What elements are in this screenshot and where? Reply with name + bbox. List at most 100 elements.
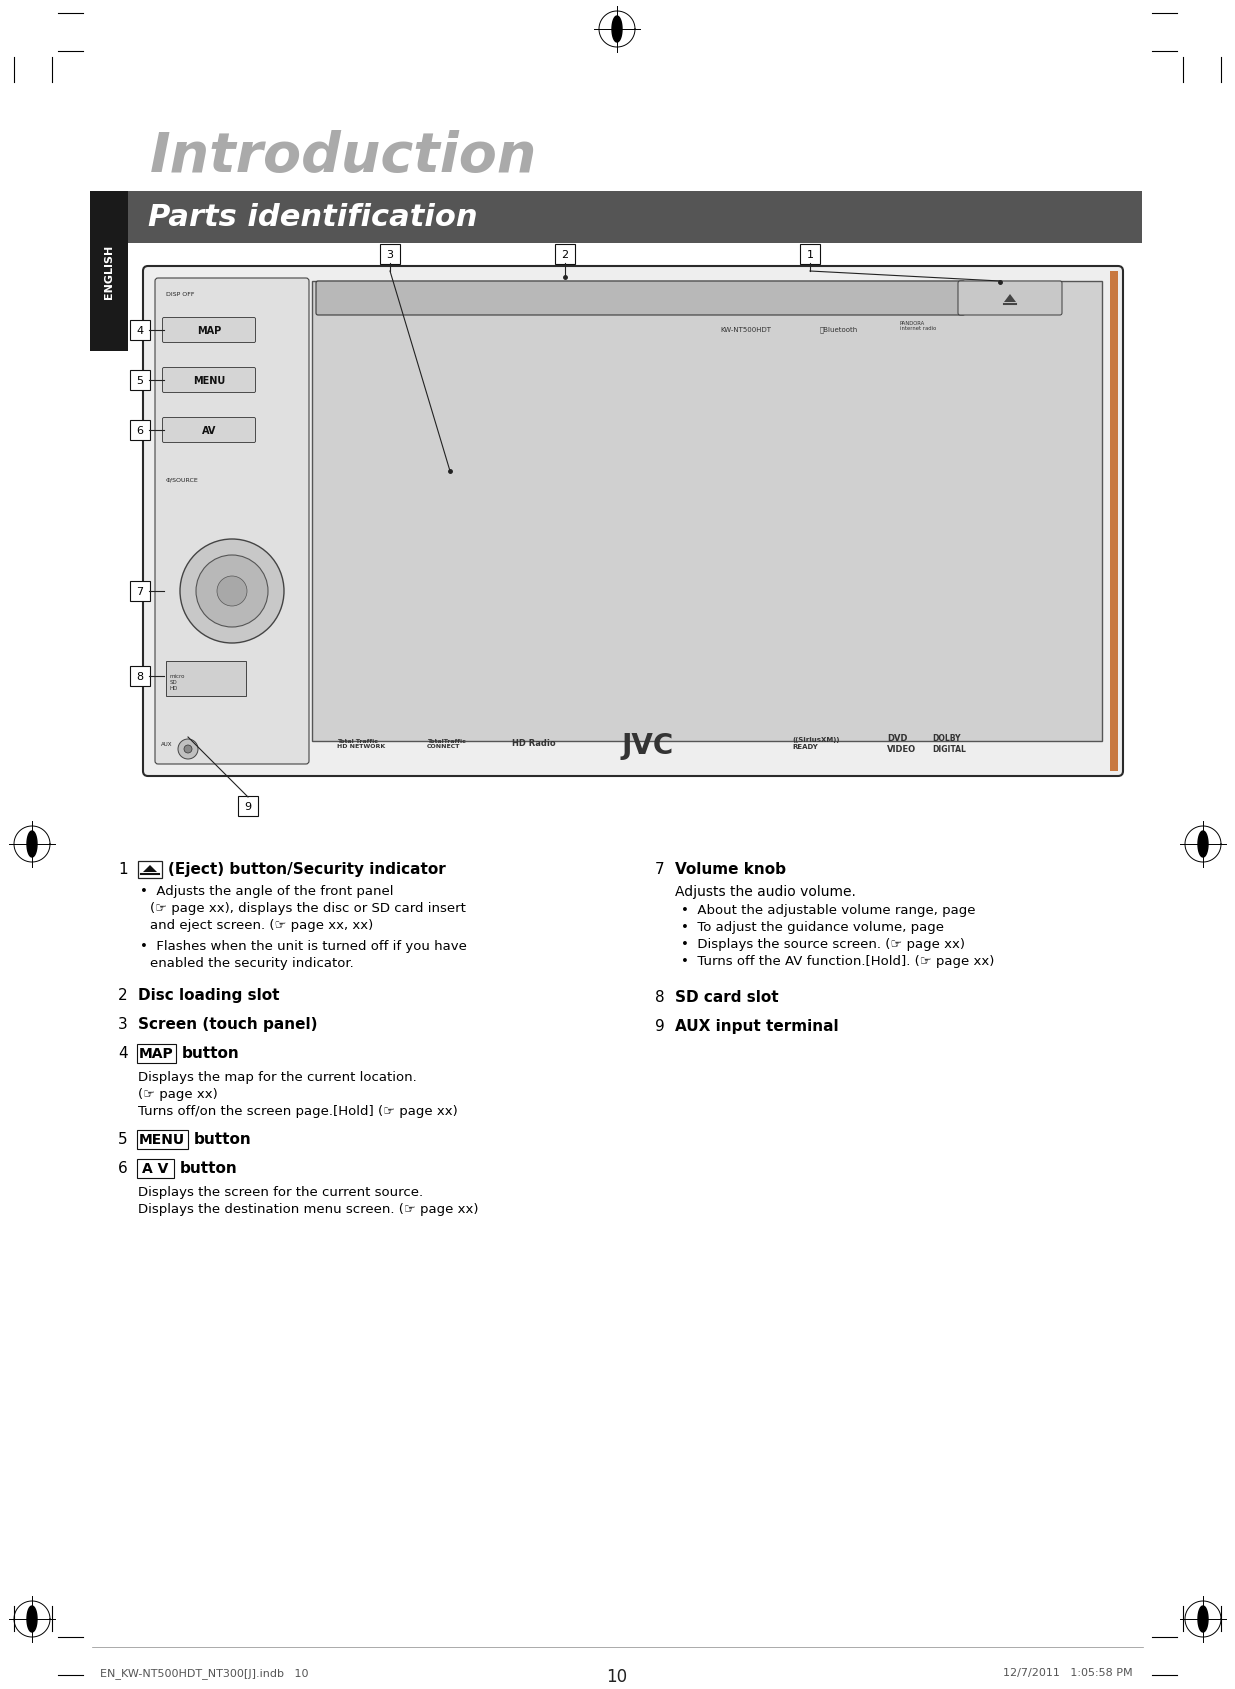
Text: Displays the screen for the current source.: Displays the screen for the current sour… [138, 1186, 424, 1198]
Polygon shape [27, 831, 37, 858]
Text: EN_KW-NT500HDT_NT300[J].indb   10: EN_KW-NT500HDT_NT300[J].indb 10 [100, 1667, 309, 1677]
Text: PANDORA
internet radio: PANDORA internet radio [900, 321, 936, 331]
FancyBboxPatch shape [163, 368, 256, 394]
Text: AUX input terminal: AUX input terminal [676, 1018, 839, 1034]
Polygon shape [613, 17, 622, 42]
Circle shape [217, 576, 247, 606]
Text: Disc loading slot: Disc loading slot [138, 988, 279, 1002]
Text: DOLBY
DIGITAL: DOLBY DIGITAL [932, 733, 966, 753]
Text: Volume knob: Volume knob [676, 861, 785, 877]
Bar [138, 861, 162, 878]
Text: 6: 6 [119, 1160, 127, 1176]
Text: JVC: JVC [622, 731, 674, 760]
FancyBboxPatch shape [156, 279, 309, 765]
FancyBboxPatch shape [143, 267, 1123, 777]
Bar [165, 662, 246, 696]
FancyBboxPatch shape [380, 245, 400, 265]
Text: MENU: MENU [193, 375, 225, 385]
Text: •  Displays the source screen. (☞ page xx): • Displays the source screen. (☞ page xx… [680, 937, 965, 951]
Text: 9: 9 [655, 1018, 664, 1034]
FancyBboxPatch shape [316, 282, 965, 316]
Bar [90, 193, 128, 351]
Text: 7: 7 [655, 861, 664, 877]
Polygon shape [1004, 296, 1016, 302]
Bar [128, 193, 1142, 243]
Text: button: button [182, 1045, 240, 1061]
Text: TotalTraffic
CONNECT: TotalTraffic CONNECT [427, 738, 466, 748]
FancyBboxPatch shape [238, 797, 258, 816]
Text: MENU: MENU [138, 1132, 185, 1147]
Text: DVD
VIDEO: DVD VIDEO [887, 733, 916, 753]
FancyBboxPatch shape [137, 1044, 175, 1062]
FancyBboxPatch shape [130, 581, 149, 601]
FancyBboxPatch shape [163, 318, 256, 343]
Text: 1: 1 [806, 250, 814, 260]
Text: Total Traffic
HD NETWORK: Total Traffic HD NETWORK [337, 738, 385, 748]
Text: 3: 3 [119, 1017, 127, 1032]
Text: 6: 6 [137, 426, 143, 436]
Text: ENGLISH: ENGLISH [104, 245, 114, 299]
Polygon shape [1198, 831, 1208, 858]
FancyBboxPatch shape [555, 245, 576, 265]
Text: 4: 4 [136, 326, 143, 336]
Text: •  To adjust the guidance volume, page: • To adjust the guidance volume, page [680, 921, 944, 934]
Text: Parts identification: Parts identification [148, 203, 478, 233]
Text: 1: 1 [119, 861, 127, 877]
Circle shape [180, 540, 284, 644]
Text: (☞ page xx), displays the disc or SD card insert: (☞ page xx), displays the disc or SD car… [149, 902, 466, 914]
Text: •  Adjusts the angle of the front panel: • Adjusts the angle of the front panel [140, 885, 394, 897]
FancyBboxPatch shape [137, 1159, 173, 1177]
Text: 8: 8 [136, 672, 143, 682]
Text: Displays the destination menu screen. (☞ page xx): Displays the destination menu screen. (☞… [138, 1203, 478, 1216]
Text: 9: 9 [245, 802, 252, 811]
Text: •  Turns off the AV function.[Hold]. (☞ page xx): • Turns off the AV function.[Hold]. (☞ p… [680, 954, 994, 968]
Text: AV: AV [201, 426, 216, 436]
Circle shape [196, 556, 268, 628]
Text: 10: 10 [606, 1667, 627, 1686]
Text: 4: 4 [119, 1045, 127, 1061]
FancyBboxPatch shape [800, 245, 820, 265]
Text: micro
SD
HD: micro SD HD [170, 674, 185, 691]
Text: 12/7/2011   1:05:58 PM: 12/7/2011 1:05:58 PM [1003, 1667, 1132, 1677]
Text: Screen (touch panel): Screen (touch panel) [138, 1017, 317, 1032]
Polygon shape [1198, 1606, 1208, 1632]
Text: (☞ page xx): (☞ page xx) [138, 1088, 217, 1100]
Text: SD card slot: SD card slot [676, 990, 778, 1005]
Polygon shape [27, 1606, 37, 1632]
FancyBboxPatch shape [130, 667, 149, 687]
Text: 2: 2 [119, 988, 127, 1002]
Text: ((SiriusXM))
READY: ((SiriusXM)) READY [792, 736, 840, 750]
FancyBboxPatch shape [958, 282, 1062, 316]
Text: DISP OFF: DISP OFF [165, 292, 194, 297]
Text: Φ/SOURCE: Φ/SOURCE [165, 476, 199, 481]
Text: MAP: MAP [196, 326, 221, 336]
Text: button: button [180, 1160, 238, 1176]
Text: 7: 7 [136, 586, 143, 596]
FancyBboxPatch shape [130, 421, 149, 441]
Text: ⒷBluetooth: ⒷBluetooth [820, 326, 858, 333]
Text: (Eject) button/Security indicator: (Eject) button/Security indicator [168, 861, 446, 877]
FancyBboxPatch shape [163, 419, 256, 443]
FancyBboxPatch shape [137, 1130, 188, 1149]
Text: enabled the security indicator.: enabled the security indicator. [149, 956, 353, 969]
Text: Introduction: Introduction [149, 130, 537, 184]
Text: 8: 8 [655, 990, 664, 1005]
Text: and eject screen. (☞ page xx, xx): and eject screen. (☞ page xx, xx) [149, 919, 373, 931]
Text: MAP: MAP [138, 1047, 173, 1061]
Text: A V: A V [142, 1162, 168, 1176]
Text: button: button [194, 1132, 252, 1147]
Text: Adjusts the audio volume.: Adjusts the audio volume. [676, 885, 856, 899]
Text: Displays the map for the current location.: Displays the map for the current locatio… [138, 1071, 416, 1083]
Text: KW-NT500HDT: KW-NT500HDT [720, 326, 771, 333]
Polygon shape [143, 865, 157, 873]
Text: •  Flashes when the unit is turned off if you have: • Flashes when the unit is turned off if… [140, 939, 467, 953]
Text: AUX: AUX [161, 741, 173, 747]
Bar [1110, 272, 1118, 772]
Text: Turns off/on the screen page.[Hold] (☞ page xx): Turns off/on the screen page.[Hold] (☞ p… [138, 1105, 458, 1118]
Text: HD Radio: HD Radio [513, 740, 556, 748]
Circle shape [184, 745, 191, 753]
FancyBboxPatch shape [130, 372, 149, 390]
Circle shape [178, 740, 198, 760]
Text: 2: 2 [562, 250, 568, 260]
Text: 5: 5 [119, 1132, 127, 1147]
